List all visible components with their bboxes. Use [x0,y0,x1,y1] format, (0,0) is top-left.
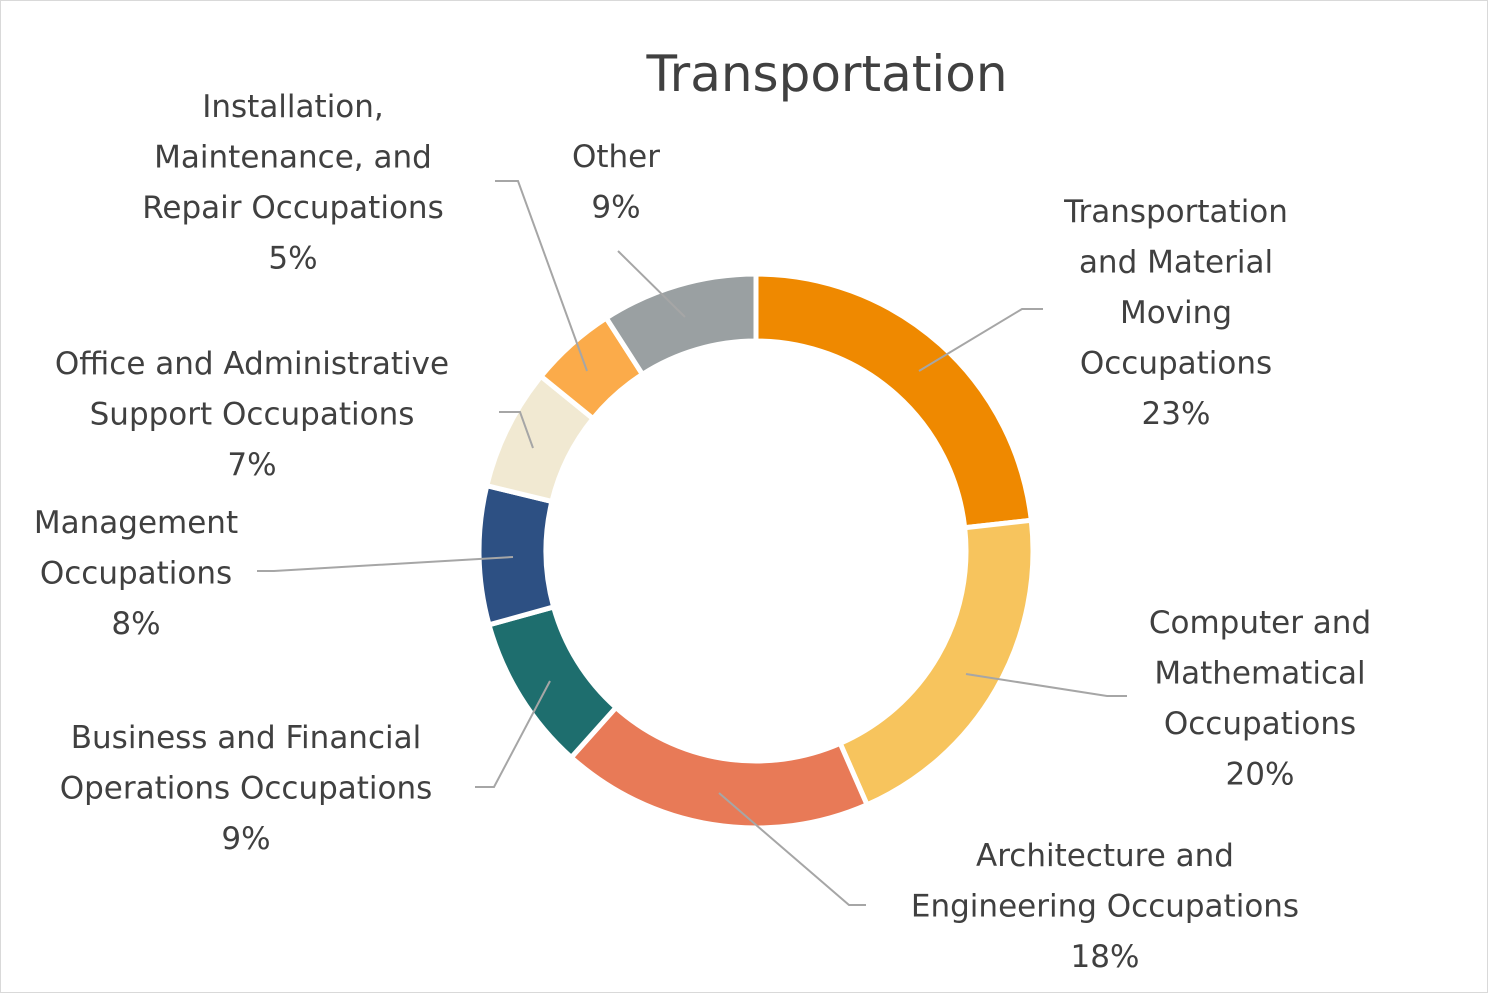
data-label-percent: 5% [268,241,317,277]
data-label-category-line: Occupations [1080,346,1272,382]
leader-lines-group [257,180,1127,906]
slice-1 [753,271,1035,531]
data-label-percent: 20% [1226,757,1295,793]
data-label-percent: 7% [227,447,276,483]
data-labels-group: Transportation and Material Moving Occupati… [34,89,1371,975]
leader-line-8 [617,250,686,318]
leader-line-4 [475,680,551,788]
chart-title: Transportation [645,45,1007,103]
slice-3 [567,703,871,831]
data-label-2: Computer and Mathematical Occupations 20% [1149,605,1371,793]
slice-5 [476,482,557,628]
data-label-category-line: Business and Financial [71,720,421,756]
data-label-category-line: Moving [1120,295,1232,331]
data-label-1: Transportation and Material Moving Occupati… [1063,194,1288,432]
data-label-percent: 23% [1142,396,1211,432]
slice-2 [836,517,1036,809]
data-label-5: Management Occupations 8% [34,505,238,642]
data-label-category-line: Mathematical [1154,656,1365,692]
leader-line-2 [965,673,1127,697]
data-label-category-line: Management [34,505,238,541]
leader-line-5 [257,556,514,572]
data-label-category-line: and Material [1079,245,1273,281]
data-label-percent: 18% [1071,939,1140,975]
leader-line-6 [499,411,534,449]
data-label-percent: 8% [111,606,160,642]
data-label-6: Office and Administrative Support Occupat… [55,346,449,483]
data-label-3: Architecture and Engineering Occupations 1… [911,838,1299,975]
data-label-category-line: Repair Occupations [142,190,443,226]
data-label-percent: 9% [591,190,640,226]
data-label-category-line: Transportation [1063,194,1288,230]
data-label-4: Business and Financial Operations Occupat… [60,720,433,857]
data-label-category-line: Computer and [1149,605,1371,641]
data-label-category-line: Other [572,139,660,175]
leader-line-3 [718,792,866,906]
data-label-7: Installation, Maintenance, and Repair Occu… [142,89,443,277]
data-label-category-line: Architecture and [976,838,1234,874]
data-label-category-line: Occupations [40,556,232,592]
data-label-category-line: Maintenance, and [154,140,432,176]
leader-line-1 [918,308,1043,372]
data-label-percent: 9% [221,821,270,857]
data-label-category-line: Engineering Occupations [911,889,1299,925]
data-label-category-line: Support Occupations [90,397,415,433]
leader-line-7 [495,180,588,372]
slice-8 [602,271,759,378]
data-label-category-line: Operations Occupations [60,771,433,807]
slices-group [476,271,1036,831]
data-label-category-line: Office and Administrative [55,346,449,382]
data-label-category-line: Occupations [1164,706,1356,742]
data-label-8: Other 9% [572,139,660,226]
data-label-category-line: Installation, [202,89,384,125]
